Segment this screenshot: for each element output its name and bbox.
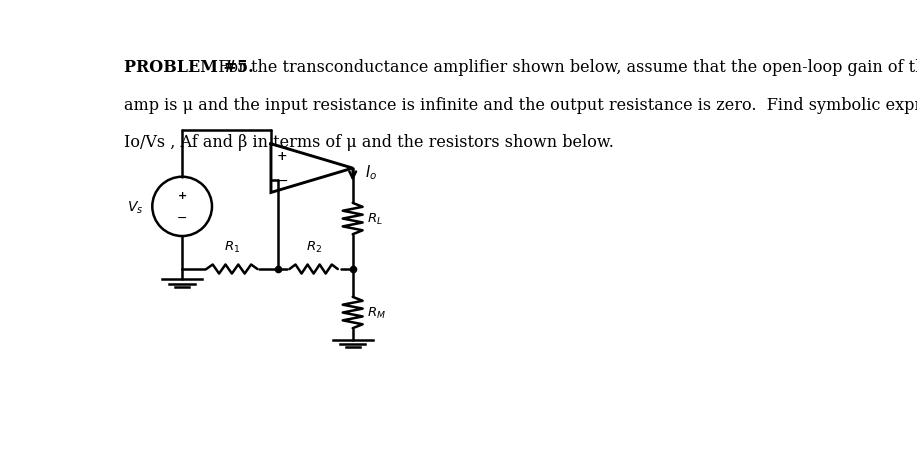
Text: amp is μ and the input resistance is infinite and the output resistance is zero.: amp is μ and the input resistance is inf… [124,97,917,114]
Text: $R_L$: $R_L$ [367,212,382,226]
Text: +: + [277,150,288,163]
Text: $R_2$: $R_2$ [305,240,322,255]
Text: $R_1$: $R_1$ [224,240,240,255]
Text: +: + [178,191,187,201]
Text: $R_M$: $R_M$ [367,305,386,320]
Text: Io/Vs , Af and β in terms of μ and the resistors shown below.: Io/Vs , Af and β in terms of μ and the r… [124,133,613,151]
Text: $I_o$: $I_o$ [366,163,378,181]
Text: For the transconductance amplifier shown below, assume that the open-loop gain o: For the transconductance amplifier shown… [208,60,917,76]
Text: −: − [177,212,187,225]
Text: $V_s$: $V_s$ [127,199,144,215]
Text: −: − [277,174,288,188]
Text: PROBLEM #5.: PROBLEM #5. [124,60,253,76]
